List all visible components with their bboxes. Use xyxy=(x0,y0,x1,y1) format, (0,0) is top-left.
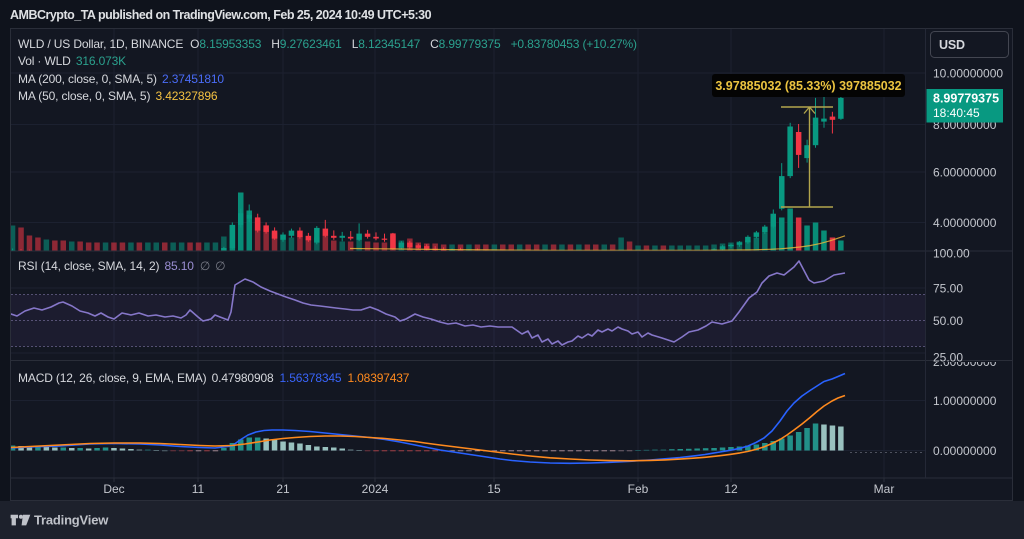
svg-text:18:40:45: 18:40:45 xyxy=(933,106,980,120)
svg-text:RSI (14, close, SMA, 14, 2) 85: RSI (14, close, SMA, 14, 2) 85.10 ∅ ∅ xyxy=(18,259,225,273)
svg-text:75.00: 75.00 xyxy=(933,282,963,296)
svg-text:MA (50, close, 0, SMA, 5) 3.42: MA (50, close, 0, SMA, 5) 3.42327896 xyxy=(18,89,218,103)
svg-text:USD: USD xyxy=(939,38,965,52)
svg-text:8.99779375: 8.99779375 xyxy=(933,92,999,106)
svg-text:12: 12 xyxy=(724,482,738,496)
svg-text:1.00000000: 1.00000000 xyxy=(933,394,997,408)
svg-text:0.00000000: 0.00000000 xyxy=(933,444,997,458)
svg-text:50.00: 50.00 xyxy=(933,314,963,328)
svg-text:6.00000000: 6.00000000 xyxy=(933,166,997,180)
svg-text:15: 15 xyxy=(487,482,501,496)
svg-text:AMBCrypto_TA published on Trad: AMBCrypto_TA published on TradingView.co… xyxy=(10,8,432,22)
svg-text:11: 11 xyxy=(192,482,205,496)
svg-text:MACD (12, 26, close, 9, EMA, E: MACD (12, 26, close, 9, EMA, EMA) 0.4798… xyxy=(18,371,410,385)
svg-text:2.00000000: 2.00000000 xyxy=(933,355,997,369)
svg-text:Dec: Dec xyxy=(103,482,124,496)
svg-text:10.00000000: 10.00000000 xyxy=(933,67,1003,81)
svg-text:100.00: 100.00 xyxy=(933,247,970,261)
svg-text:MA (200, close, 0, SMA, 5) 2.3: MA (200, close, 0, SMA, 5) 2.37451810 xyxy=(18,72,224,86)
svg-text:4.00000000: 4.00000000 xyxy=(933,216,997,230)
svg-text:Mar: Mar xyxy=(874,482,895,496)
svg-text:3.97885032 (85.33%) 397885032: 3.97885032 (85.33%) 397885032 xyxy=(715,79,901,93)
svg-text:TradingView: TradingView xyxy=(34,513,109,528)
svg-text:Feb: Feb xyxy=(628,482,649,496)
svg-text:2024: 2024 xyxy=(362,482,389,496)
svg-text:25.00: 25.00 xyxy=(933,351,963,365)
svg-text:21: 21 xyxy=(276,482,290,496)
svg-text:Vol · WLD 316.073K: Vol · WLD 316.073K xyxy=(18,54,126,68)
